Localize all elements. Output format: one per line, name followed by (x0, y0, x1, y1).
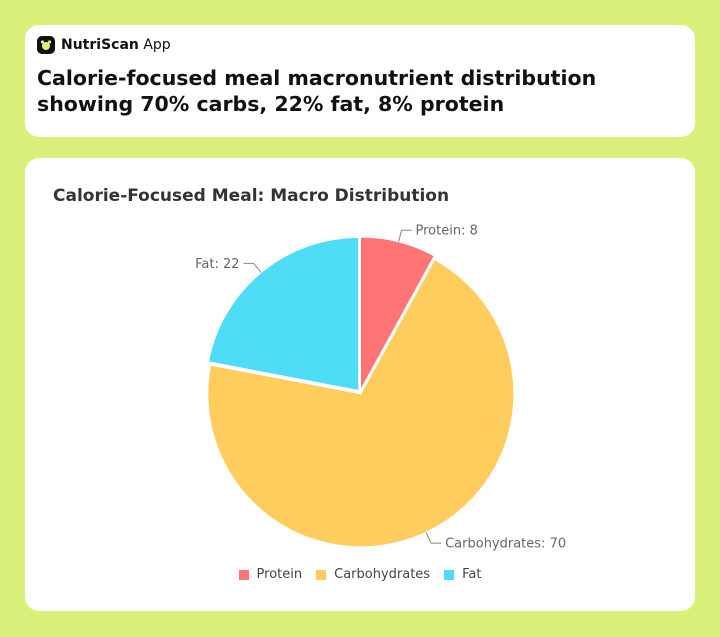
legend-item-fat[interactable]: Fat (444, 567, 481, 582)
leader-line-protein (398, 229, 412, 242)
chart-legend: Protein Carbohydrates Fat (25, 567, 695, 582)
app-logo-icon (37, 36, 55, 54)
brand: NutriScan App (37, 36, 171, 54)
slice-label-fat: Fat: 22 (195, 257, 239, 272)
legend-item-protein[interactable]: Protein (238, 567, 303, 582)
leader-line-fat (243, 262, 262, 273)
chart-card: Calorie-Focused Meal: Macro Distribution… (25, 158, 695, 611)
legend-label-fat: Fat (462, 567, 482, 582)
legend-swatch-protein (238, 569, 249, 580)
legend-swatch-fat (444, 569, 455, 580)
pie-chart: Protein: 8 Carbohydrates: 70 Fat: 22 (195, 224, 566, 552)
brand-name-bold: NutriScan (61, 37, 139, 53)
legend-item-carbohydrates[interactable]: Carbohydrates (316, 567, 430, 582)
slice-label-protein: Protein: 8 (416, 224, 478, 239)
legend-label-carbohydrates: Carbohydrates (334, 567, 431, 582)
leader-line-carbohydrates (425, 532, 442, 544)
header-card: NutriScan App Calorie-focused meal macro… (25, 25, 695, 137)
chart-title: Calorie-Focused Meal: Macro Distribution (53, 186, 450, 206)
legend-label-protein: Protein (256, 567, 303, 582)
slice-label-carbohydrates: Carbohydrates: 70 (445, 537, 566, 552)
brand-name-suffix: App (138, 37, 171, 53)
pie-slice-fat (207, 236, 360, 392)
legend-swatch-carbohydrates (316, 569, 327, 580)
headline: Calorie-focused meal macronutrient distr… (37, 66, 597, 116)
brand-name: NutriScan App (61, 37, 171, 53)
